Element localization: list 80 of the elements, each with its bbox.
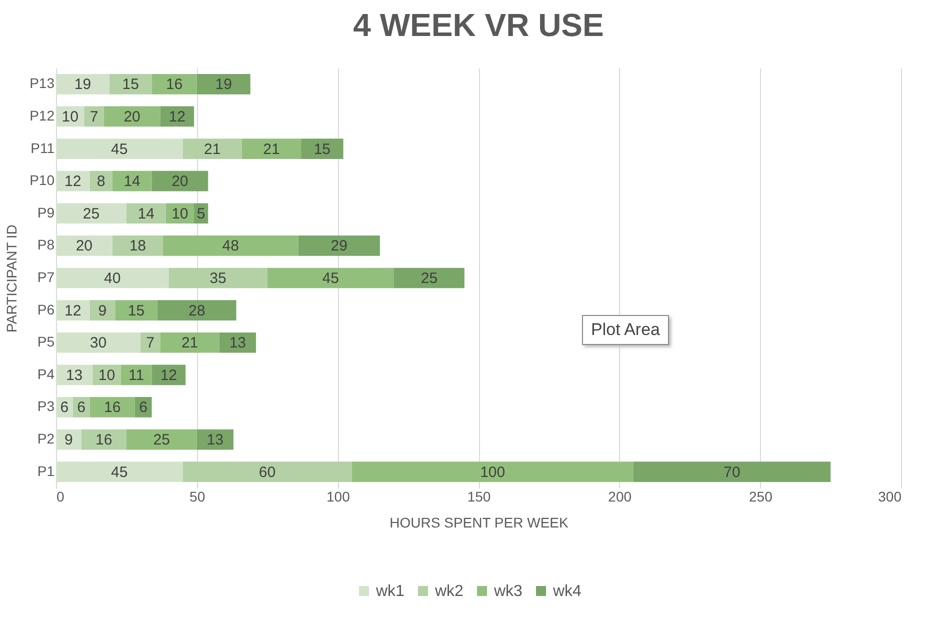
- y-tick-label: P7: [37, 269, 55, 285]
- y-tick-label: P3: [37, 398, 55, 414]
- y-tick-label: P13: [30, 75, 55, 92]
- data-label: 6: [139, 399, 148, 416]
- data-label: 13: [66, 366, 83, 384]
- y-tick-label: P2: [37, 430, 55, 447]
- data-label: 21: [204, 140, 221, 158]
- y-tick-label: P8: [37, 236, 55, 253]
- data-label: 8: [96, 173, 106, 190]
- data-label: 45: [322, 270, 339, 287]
- data-label: 25: [153, 432, 170, 449]
- data-label: 48: [222, 238, 239, 255]
- data-label: 5: [196, 205, 206, 222]
- data-label: 15: [122, 76, 139, 94]
- data-label: 30: [90, 334, 107, 352]
- data-label: 9: [98, 302, 107, 320]
- data-label: 19: [74, 76, 92, 94]
- data-label: 14: [124, 173, 140, 190]
- x-tick-label: 0: [56, 488, 64, 504]
- data-label: 16: [96, 432, 112, 449]
- data-label: 40: [104, 270, 121, 287]
- y-tick-label: P4: [37, 366, 55, 382]
- y-tick-label: P12: [30, 107, 55, 124]
- data-label: 11: [128, 366, 144, 384]
- y-axis-title: PARTICIPANT ID: [4, 224, 20, 332]
- data-label: 21: [181, 334, 198, 352]
- data-label: 10: [172, 205, 188, 222]
- data-label: 14: [138, 205, 154, 222]
- y-tick-label: P11: [30, 140, 55, 156]
- data-label: 12: [168, 108, 186, 126]
- data-label: 25: [82, 205, 100, 222]
- y-tick-label: P5: [37, 334, 55, 350]
- data-label: 28: [188, 302, 206, 320]
- data-label: 21: [263, 140, 280, 158]
- data-label: 60: [258, 464, 276, 481]
- y-tick-label: P10: [30, 172, 55, 188]
- x-tick-label: 150: [467, 488, 491, 504]
- data-label: 16: [104, 399, 121, 416]
- data-label: 20: [124, 108, 140, 126]
- annotation: Plot Area: [582, 315, 669, 345]
- chart-title: 4 WEEK VR USE: [353, 7, 604, 43]
- x-tick-label: 100: [326, 488, 350, 504]
- data-label: 13: [229, 334, 246, 352]
- data-label: 20: [76, 238, 93, 255]
- data-label: 29: [330, 238, 348, 255]
- legend-label: wk1: [375, 583, 405, 600]
- data-label: 12: [64, 302, 82, 320]
- x-axis-title: HOURS SPENT PER WEEK: [390, 514, 569, 530]
- data-label: 45: [111, 464, 128, 481]
- x-tick-label: 50: [190, 488, 206, 504]
- data-label: 16: [166, 76, 183, 94]
- data-label: 100: [480, 464, 506, 481]
- y-tick-label: P9: [37, 204, 55, 220]
- legend-label: wk4: [552, 583, 582, 600]
- x-tick-label: 200: [608, 488, 632, 504]
- legend-label: wk3: [493, 583, 523, 600]
- data-label: 25: [420, 270, 438, 287]
- data-label: 10: [62, 108, 78, 126]
- data-label: 19: [215, 76, 232, 94]
- y-tick-label: P6: [37, 301, 55, 318]
- data-label: 70: [724, 464, 740, 481]
- data-label: 6: [60, 399, 69, 416]
- x-tick-label: 250: [748, 488, 773, 504]
- data-label: 15: [314, 140, 331, 158]
- data-label: 12: [160, 366, 178, 384]
- data-label: 9: [64, 432, 73, 449]
- x-tick-label: 300: [878, 488, 902, 504]
- y-tick-label: P1: [37, 462, 55, 479]
- data-label: 12: [64, 173, 82, 190]
- data-label: 6: [77, 399, 86, 416]
- data-label: 7: [90, 108, 98, 126]
- data-label: 35: [210, 270, 226, 287]
- data-label: 15: [128, 302, 145, 320]
- data-label: 45: [111, 140, 128, 158]
- data-label: 7: [146, 334, 155, 352]
- data-label: 18: [129, 238, 146, 255]
- legend-label: wk2: [434, 583, 464, 600]
- data-label: 20: [172, 173, 188, 190]
- data-label: 13: [206, 432, 224, 449]
- data-label: 10: [98, 366, 116, 384]
